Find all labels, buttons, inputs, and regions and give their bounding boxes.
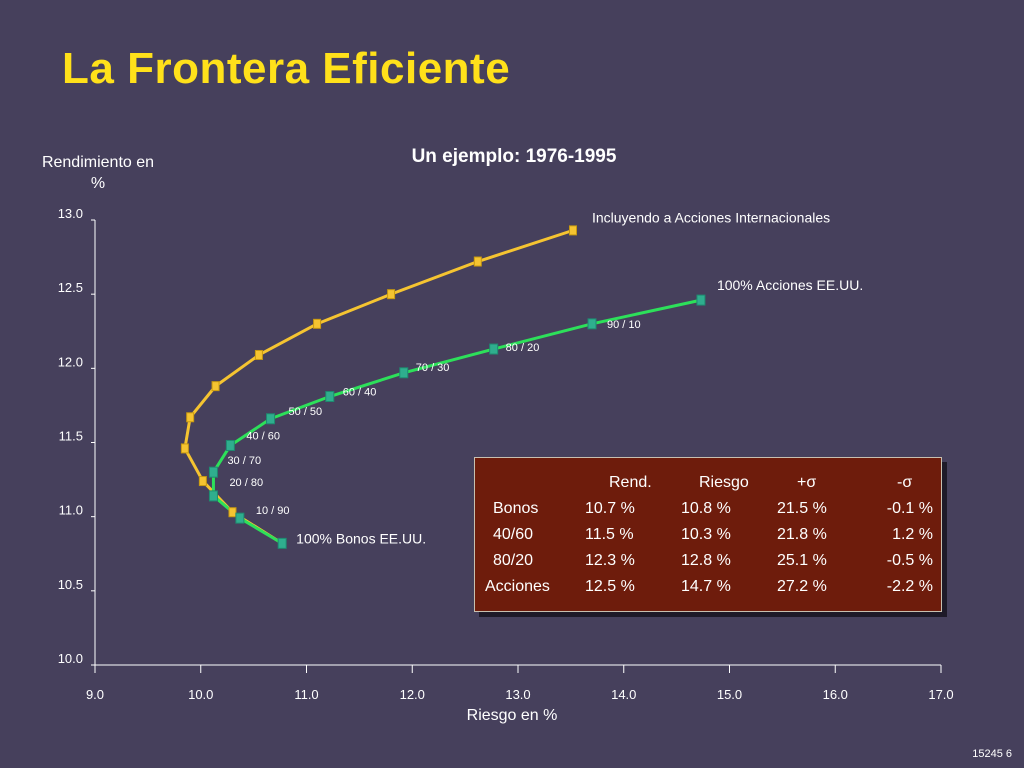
x-tick-label: 15.0 — [717, 687, 742, 702]
table-cell: -2.2 % — [886, 578, 933, 595]
allocation-label: 20 / 80 — [229, 477, 263, 489]
data-point-marker — [277, 537, 287, 549]
y-tick-label: 10.5 — [58, 577, 83, 592]
data-point-marker — [180, 443, 189, 454]
slide-number: 15245 6 — [972, 748, 1012, 760]
allocation-label: 40 / 60 — [246, 430, 280, 442]
table-cell: 12.5 % — [585, 578, 635, 595]
table-cell: 11.5 % — [585, 526, 634, 543]
y-tick-label: 13.0 — [58, 206, 83, 221]
table-cell: 21.8 % — [777, 526, 827, 543]
table-cell: Acciones — [485, 578, 550, 595]
data-point-marker — [587, 318, 597, 330]
series-end-label: 100% Bonos EE.UU. — [296, 530, 426, 546]
data-point-marker — [568, 225, 577, 236]
series-end-label: 100% Acciones EE.UU. — [717, 277, 863, 293]
y-axis-label: Rendimiento en % — [41, 154, 155, 192]
table-row: Acciones 12.5 % 14.7 % 27.2 % -2.2 % — [485, 574, 933, 600]
x-tick-label: 10.0 — [188, 687, 213, 702]
x-tick-label: 13.0 — [505, 687, 530, 702]
data-point-marker — [211, 381, 220, 392]
data-point-marker — [208, 466, 218, 478]
x-tick-label: 12.0 — [400, 687, 425, 702]
y-tick-label: 12.0 — [58, 354, 83, 369]
x-tick-label: 17.0 — [928, 687, 953, 702]
table-row: Bonos 10.7 % 10.8 % 21.5 % -0.1 % — [485, 496, 933, 522]
table-header-row: Rend. Riesgo +σ -σ — [485, 470, 933, 496]
x-tick-label: 11.0 — [294, 687, 318, 702]
data-point-marker — [696, 294, 706, 306]
table-cell: 40/60 — [493, 526, 534, 543]
x-tick-label: 14.0 — [611, 687, 636, 702]
table-cell: 14.7 % — [681, 578, 731, 595]
data-point-marker — [254, 349, 263, 360]
chart-title: Un ejemplo: 1976-1995 — [411, 146, 617, 167]
data-point-marker — [313, 318, 322, 329]
table-cell: 10.3 % — [681, 526, 731, 543]
allocation-label: 60 / 40 — [343, 387, 377, 399]
statistics-grid: Rend. Riesgo +σ -σ Bonos 10.7 % 10.8 % 2… — [485, 470, 933, 600]
data-point-marker — [225, 439, 235, 451]
series-label-international: Incluyendo a Acciones Internacionales — [592, 209, 830, 225]
allocation-label: 70 / 30 — [416, 362, 450, 374]
data-point-marker — [325, 391, 335, 403]
table-header-cell: +σ — [797, 474, 817, 491]
x-tick-label: 9.0 — [86, 687, 104, 702]
y-tick-label: 12.5 — [58, 280, 83, 295]
table-cell: 27.2 % — [777, 578, 827, 595]
table-row: 80/20 12.3 % 12.8 % 25.1 % -0.5 % — [485, 548, 933, 574]
data-point-marker — [208, 490, 218, 502]
table-cell: 10.8 % — [681, 500, 731, 517]
table-header-cell: -σ — [897, 474, 913, 491]
table-header-cell — [485, 470, 585, 496]
allocation-label: 80 / 20 — [506, 342, 540, 354]
table-cell: -0.1 % — [886, 500, 933, 517]
y-tick-label: 10.0 — [58, 651, 83, 666]
data-point-marker — [387, 289, 396, 300]
table-cell: 80/20 — [493, 552, 534, 569]
data-point-marker — [235, 512, 245, 524]
y-tick-label: 11.0 — [59, 503, 83, 518]
data-point-marker — [473, 256, 482, 267]
allocation-label: 30 / 70 — [227, 455, 261, 467]
table-row: 40/60 11.5 % 10.3 % 21.8 % 1.2 % — [485, 522, 933, 548]
table-cell: -0.5 % — [886, 552, 933, 569]
data-point-marker — [489, 343, 499, 355]
allocation-label: 90 / 10 — [607, 319, 641, 331]
data-point-marker — [399, 367, 409, 379]
table-cell: Bonos — [493, 500, 539, 517]
table-cell: 12.3 % — [585, 552, 635, 569]
data-point-marker — [198, 476, 207, 487]
allocation-label: 10 / 90 — [256, 505, 290, 517]
table-cell: 1.2 % — [892, 526, 933, 543]
statistics-table: Rend. Riesgo +σ -σ Bonos 10.7 % 10.8 % 2… — [474, 457, 942, 612]
table-cell: 12.8 % — [681, 552, 731, 569]
data-point-marker — [266, 413, 276, 425]
x-axis-label: Riesgo en % — [466, 707, 558, 724]
table-cell: 25.1 % — [777, 552, 827, 569]
x-tick-label: 16.0 — [823, 687, 848, 702]
y-tick-label: 11.5 — [59, 429, 83, 444]
table-header-cell: Riesgo — [699, 474, 749, 491]
allocation-label: 50 / 50 — [289, 406, 323, 418]
table-cell: 10.7 % — [585, 500, 635, 517]
table-cell: 21.5 % — [777, 500, 827, 517]
table-header-cell: Rend. — [609, 474, 652, 491]
slide-title: La Frontera Eficiente — [62, 44, 511, 93]
data-point-marker — [186, 412, 195, 423]
data-point-marker — [228, 507, 237, 518]
